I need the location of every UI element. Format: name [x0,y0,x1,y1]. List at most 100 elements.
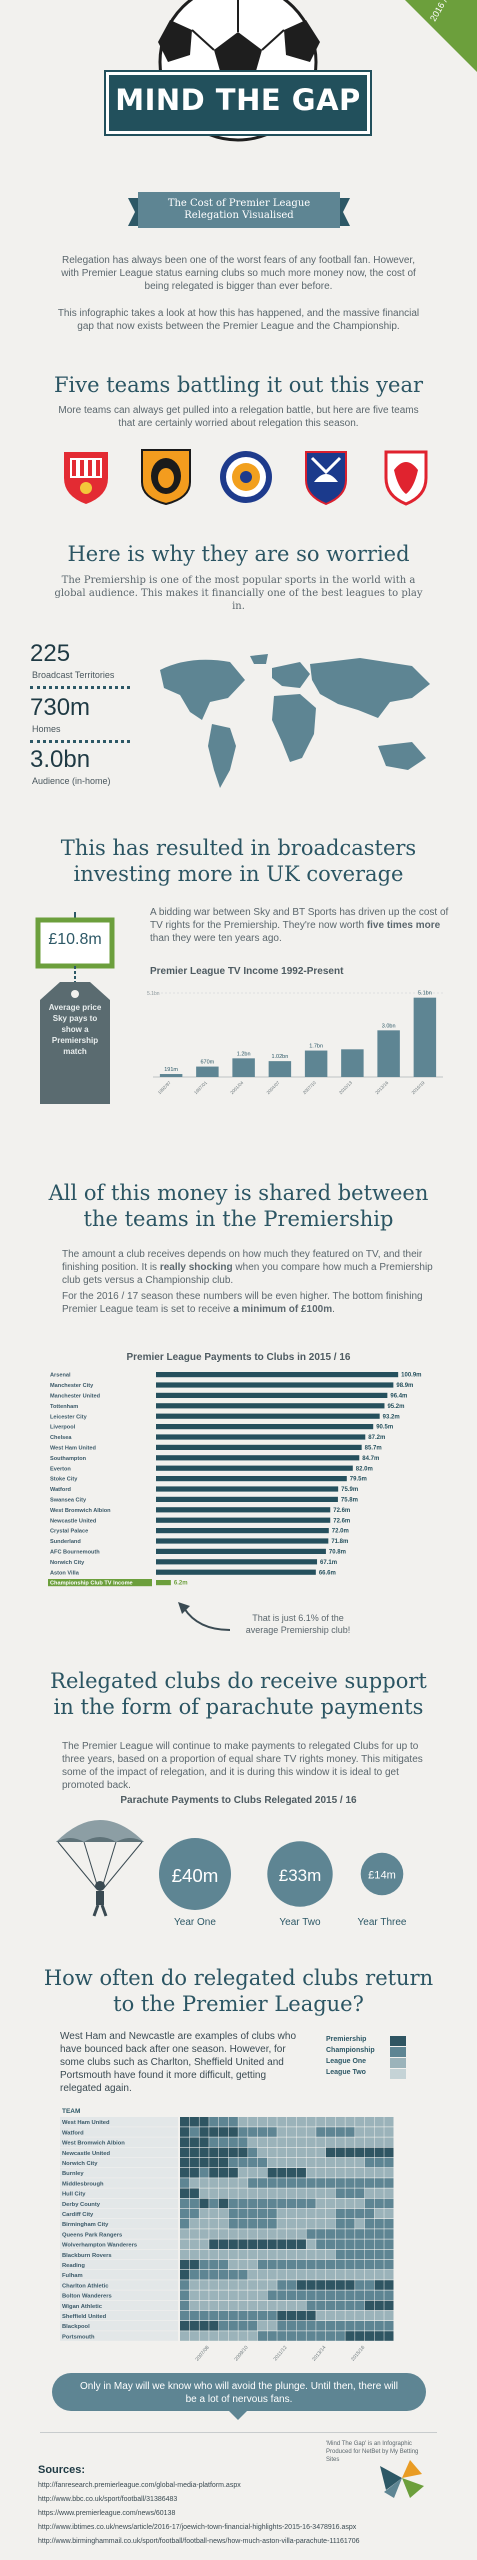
heatmap-cell [296,2157,306,2168]
heatmap-cell [189,2219,199,2229]
heatmap-cell [277,2168,287,2178]
heatmap-cell [180,2147,190,2158]
heatmap-cell [228,2208,238,2219]
heatmap-cell [316,2229,326,2239]
payments-bar [156,1424,374,1430]
heatmap-cell [325,2157,336,2168]
heatmap-cell [306,2249,316,2260]
tv-income-chart: 5.1bn 191m 1992/97 670m 1997/01 1.2bn 2001/04 1… [147,991,443,1095]
heatmap-cell [364,2117,375,2127]
heatmap-cell [218,2157,229,2168]
heatmap-cell [364,2178,375,2188]
heatmap-cell [218,2198,229,2209]
heatmap-cell [316,2300,326,2311]
heatmap-cell [180,2188,190,2198]
payments-category: Championship Club TV Income [50,1581,133,1587]
heatmap-cell [335,2168,345,2178]
broadcast-text: A bidding war between Sky and BT Sports … [150,906,450,945]
broadcast-heading: This has resulted in broadcasters invest… [60,836,417,886]
heatmap-cell [248,2321,258,2331]
heatmap-cell [345,2331,355,2341]
source-item[interactable]: http://www.ibtimes.co.uk/news/article/20… [38,2524,357,2531]
heatmap-cell [364,2270,375,2280]
heatmap-cell [287,2280,297,2290]
parachute-chart-title: Parachute Payments to Clubs Relegated 20… [120,1795,357,1806]
source-item[interactable]: http://www.bbc.co.uk/sport/football/3138… [38,2496,178,2503]
payments-bar [156,1372,399,1378]
heatmap-cell [189,2188,199,2198]
payments-bar [156,1538,329,1544]
heatmap-cell [199,2188,209,2198]
heatmap-cell [287,2290,297,2300]
heatmap-cell [335,2117,345,2127]
heatmap-cell [267,2168,277,2178]
heatmap-cell [374,2147,384,2158]
heatmap-cell [267,2147,277,2158]
heatmap-cell [384,2259,394,2270]
worried-heading: Here is why they are so worried [67,542,410,566]
tv-income-bar [377,1030,400,1077]
heatmap-row-label: West Bromwich Albion [62,2141,125,2147]
payments-bar [156,1569,316,1575]
heatmap-cell [384,2178,394,2188]
heatmap-cell [189,2137,199,2147]
heatmap-cell [355,2280,365,2290]
heatmap-cell [287,2239,297,2249]
heatmap-cell [257,2137,268,2147]
heatmap-cell [238,2321,248,2331]
heatmap-cell [374,2259,384,2270]
heatmap-cell [199,2331,209,2341]
heatmap-cell [228,2188,238,2198]
tv-income-bar [232,1058,255,1077]
heatmap-cell [180,2259,190,2270]
heatmap-cell [218,2178,229,2188]
heatmap-row-label: Middlesbrough [62,2181,104,2187]
heatmap-cell [218,2188,229,2198]
source-item[interactable]: http://fanresearch.premierleague.com/glo… [38,2482,241,2489]
heatmap-cell [335,2188,345,2198]
heatmap-cell [277,2137,287,2147]
heatmap-label-bg [60,2321,178,2331]
heatmap-cell [325,2249,336,2260]
heatmap-cell [296,2331,306,2341]
heatmap-row-label: Derby County [62,2202,101,2208]
heatmap-cell [218,2310,229,2321]
heatmap-cell [335,2147,345,2158]
heatmap-cell [238,2188,248,2198]
heatmap-cell [248,2137,258,2147]
payments-label: 6.2m [174,1581,188,1587]
heatmap-cell [345,2280,355,2290]
heatmap-cell [238,2117,248,2127]
source-item[interactable]: https://www.premierleague.com/news/60138 [38,2510,176,2517]
heatmap-cell [209,2168,219,2178]
heatmap-cell [218,2270,229,2280]
heatmap-column-label: 2007/08 [194,2345,210,2363]
heatmap-cell [257,2127,268,2137]
heatmap-row-label: Queens Park Rangers [62,2232,122,2238]
heatmap-label-bg [60,2270,178,2280]
heatmap-cell [374,2300,384,2311]
heatmap-cell [287,2157,297,2168]
ribbon-text: The Cost of Premier League Relegation Vi… [167,198,311,221]
shared-note: That is just 6.1% of the average Premier… [245,1613,351,1635]
heatmap-label-bg [60,2290,178,2300]
heatmap-cell [316,2219,326,2229]
heatmap-cell [180,2290,190,2300]
heatmap-cell [257,2259,268,2270]
heatmap-cell [277,2117,287,2127]
heatmap-cell [355,2310,365,2321]
legend-label: League Two [326,2069,366,2076]
heatmap-label-bg [60,2157,178,2168]
stat-label: Homes [32,724,61,734]
heatmap-cell [287,2188,297,2198]
heatmap-cell [364,2219,375,2229]
heatmap-cell [189,2310,199,2321]
heatmap-cell [364,2157,375,2168]
source-item[interactable]: http://www.birminghammail.co.uk/sport/fo… [38,2538,360,2545]
heatmap-cell [267,2321,277,2331]
tv-income-label: 670m [200,1060,214,1066]
stat-value: 225 [30,640,71,667]
heatmap-cell [209,2321,219,2331]
tv-income-bar [196,1066,219,1077]
heatmap-cell [267,2178,277,2188]
